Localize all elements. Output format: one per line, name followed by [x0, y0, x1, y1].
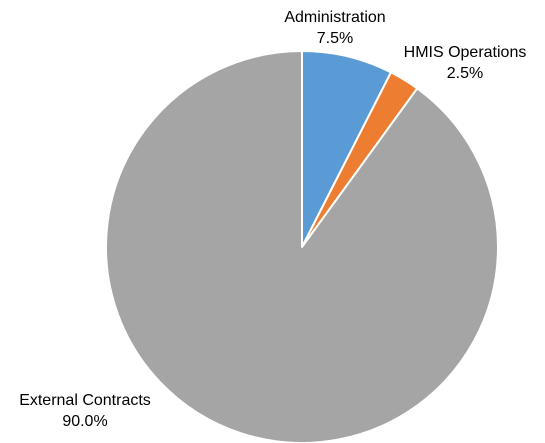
- slice-external-contracts: [105, 50, 499, 443]
- label-administration-value: 7.5%: [317, 30, 353, 47]
- label-hmis-operations-name: HMIS Operations: [404, 44, 527, 61]
- pie-slices: [105, 50, 499, 443]
- label-external-contracts-value: 90.0%: [62, 413, 107, 430]
- label-hmis-operations-value: 2.5%: [447, 65, 483, 82]
- label-administration-name: Administration: [284, 9, 385, 26]
- label-external-contracts-name: External Contracts: [19, 392, 151, 409]
